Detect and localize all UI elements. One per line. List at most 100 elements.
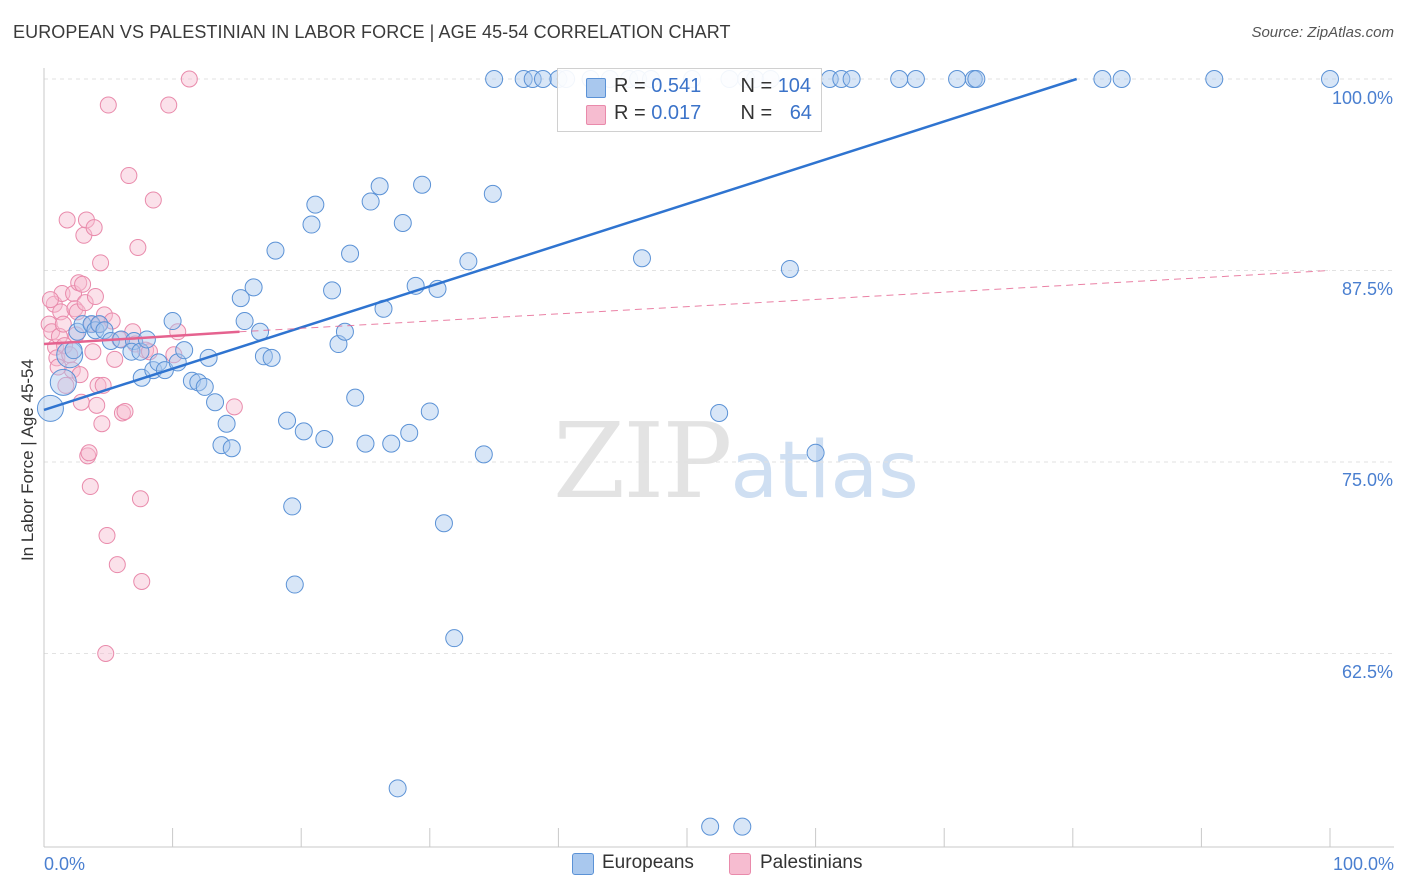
palestinians-point	[97, 645, 115, 662]
europeans-point	[483, 184, 502, 203]
europeans-point	[890, 70, 909, 88]
europeans-point	[1321, 70, 1339, 88]
europeans-point	[346, 388, 365, 407]
europeans-point	[514, 70, 533, 88]
europeans-r-label: R =	[614, 75, 652, 97]
europeans-legend-label: Europeans	[602, 852, 694, 873]
palestinians-point	[88, 396, 106, 414]
europeans-point	[780, 259, 799, 278]
europeans-point	[217, 414, 236, 433]
europeans-point	[842, 70, 861, 88]
y-tick-label-100: 100.0%	[1332, 88, 1393, 108]
europeans-bottom-swatch	[572, 853, 594, 875]
palestinians-points	[40, 70, 243, 662]
palestinians-point	[84, 343, 102, 361]
europeans-point	[49, 368, 77, 396]
palestinians-legend-label: Palestinians	[760, 852, 863, 873]
palestinians-legend-swatch	[586, 105, 606, 125]
europeans-point	[137, 330, 156, 349]
tick-layer	[43, 828, 1331, 847]
europeans-point	[90, 315, 109, 334]
europeans-point	[122, 342, 141, 361]
palestinians-point	[85, 219, 103, 237]
europeans-point	[523, 70, 542, 88]
palestinians-bottom-swatch	[729, 853, 751, 875]
palestinians-trend-line	[43, 330, 240, 346]
europeans-point	[294, 422, 313, 441]
palestinians-n-label: N =	[740, 102, 778, 124]
palestinians-point	[113, 404, 131, 422]
europeans-point	[485, 70, 504, 88]
palestinians-stats-row: R = 0.017 N = 64	[614, 102, 812, 125]
palestinians-point	[54, 315, 72, 333]
europeans-point	[149, 353, 168, 372]
europeans-point	[474, 445, 493, 464]
europeans-point	[315, 430, 334, 449]
chart-title: EUROPEAN VS PALESTINIAN IN LABOR FORCE |…	[13, 22, 731, 42]
palestinians-point	[74, 275, 92, 293]
palestinians-point	[92, 254, 110, 272]
europeans-point	[533, 70, 552, 88]
europeans-stats-row: R = 0.541 N = 104	[614, 75, 811, 98]
europeans-point	[306, 195, 325, 214]
europeans-point	[1205, 70, 1224, 88]
palestinians-point	[116, 402, 134, 420]
palestinians-point	[108, 556, 126, 574]
europeans-point	[278, 411, 297, 430]
palestinians-trend-extension	[239, 270, 1331, 333]
europeans-point	[806, 443, 825, 462]
europeans-point	[434, 514, 453, 533]
palestinians-point	[99, 96, 117, 114]
y-tick-label-75: 75.0%	[1342, 470, 1393, 490]
europeans-point	[413, 175, 432, 194]
europeans-point	[175, 341, 194, 360]
y-tick-label-62-5: 62.5%	[1342, 662, 1393, 682]
europeans-point	[335, 322, 354, 341]
europeans-r-value: 0.541	[651, 75, 702, 97]
palestinians-point	[144, 191, 162, 209]
europeans-point	[95, 321, 114, 340]
europeans-point	[189, 373, 208, 392]
palestinians-point	[86, 288, 104, 306]
palestinians-point	[93, 415, 111, 433]
europeans-point	[370, 177, 389, 196]
source-label: Source: ZipAtlas.com	[1251, 24, 1394, 41]
grid-layer	[44, 78, 1394, 654]
europeans-point	[420, 402, 439, 421]
europeans-point	[283, 497, 302, 516]
europeans-point	[632, 249, 651, 268]
europeans-point	[733, 817, 752, 836]
palestinians-point	[180, 70, 198, 88]
y-tick-label-87-5: 87.5%	[1342, 279, 1393, 299]
palestinians-point	[129, 239, 147, 257]
stats-legend: R = 0.541 N = 104 R = 0.017 N = 64	[557, 68, 822, 132]
palestinians-point	[160, 96, 178, 114]
europeans-point	[302, 215, 321, 234]
europeans-point	[361, 192, 380, 211]
europeans-point	[400, 423, 419, 442]
palestinians-r-label: R =	[614, 102, 652, 124]
europeans-point	[388, 779, 407, 798]
europeans-point	[1112, 70, 1131, 88]
palestinians-point	[66, 300, 84, 318]
europeans-point	[163, 312, 182, 331]
palestinians-point	[133, 572, 151, 590]
europeans-point	[212, 436, 231, 455]
europeans-n-label: N =	[740, 75, 778, 97]
x-tick-label-max: 100.0%	[1333, 854, 1394, 874]
palestinians-r-value: 0.017	[651, 102, 702, 124]
palestinians-point	[106, 350, 124, 368]
europeans-point	[285, 575, 304, 594]
europeans-point	[459, 252, 478, 271]
palestinians-point	[65, 284, 83, 302]
europeans-point	[266, 241, 285, 260]
palestinians-point	[76, 294, 94, 312]
label-layer: 0.0% 100.0% 100.0% 87.5% 75.0% 62.5%	[44, 88, 1394, 874]
palestinians-point	[57, 376, 75, 394]
europeans-trend-line	[43, 77, 1078, 412]
palestinians-point	[131, 490, 149, 508]
palestinians-point	[80, 444, 98, 462]
europeans-point	[710, 403, 729, 422]
europeans-point	[254, 347, 273, 366]
europeans-point	[262, 348, 281, 367]
